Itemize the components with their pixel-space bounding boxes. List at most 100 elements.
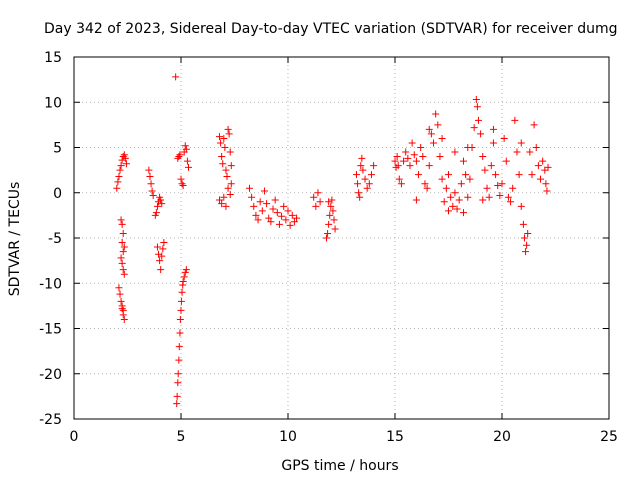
data-point [330,216,338,224]
data-point [245,184,253,192]
data-point [515,171,523,179]
data-point [522,248,530,256]
data-point [221,144,229,151]
y-tick-label: -10 [39,276,62,292]
data-point [400,157,408,165]
data-point [365,180,373,188]
data-point [248,193,256,201]
data-point [327,202,335,210]
data-point [174,370,182,378]
x-axis-label: GPS time / hours [281,458,398,474]
y-tick-label: 15 [44,50,62,66]
data-point [225,130,233,138]
data-point [173,400,181,408]
data-point [273,209,281,217]
data-point [328,196,336,204]
data-point [524,229,532,237]
data-point [146,172,154,180]
y-tick-label: 10 [44,95,62,111]
data-point [419,153,427,161]
data-point [425,162,433,170]
data-point [173,392,181,400]
data-point [250,202,258,210]
data-point [544,163,552,171]
data-point [517,202,525,210]
data-point [402,148,410,156]
data-point [358,154,366,162]
data-point [462,171,470,179]
data-point [325,198,333,206]
data-point [509,184,517,192]
y-axis-label: SDTVAR / TECUs [7,182,23,297]
data-point [227,162,235,170]
data-point [361,175,369,183]
data-point [148,187,156,195]
data-point [175,343,183,351]
y-tick-label: 0 [53,186,62,202]
data-point [421,180,429,188]
data-point [115,172,123,180]
data-point [329,207,337,215]
data-point [356,193,364,201]
data-point [523,241,531,249]
data-point [363,184,371,192]
data-point [177,175,185,183]
data-point [219,160,227,168]
data-point [449,202,457,210]
data-point [507,198,515,206]
data-point [282,216,290,224]
data-point [492,171,500,179]
data-point [290,218,298,226]
data-point [412,157,420,165]
data-point [412,196,420,204]
data-point [477,130,485,138]
data-point [254,216,262,224]
data-point [114,178,122,186]
data-point [325,220,333,228]
data-point [459,209,467,217]
data-point [543,187,551,195]
data-point [455,196,463,204]
data-point [153,202,161,210]
data-point [293,214,301,222]
data-point [180,273,188,281]
data-point [278,212,286,220]
data-point [395,175,403,183]
data-point [115,284,123,292]
data-point [176,329,184,337]
data-point [447,193,455,201]
data-point [220,193,228,201]
data-point [464,144,472,151]
grid [74,57,609,419]
data-point [511,116,519,124]
data-point [224,184,232,192]
y-tick-label: -15 [39,322,62,338]
data-point [415,171,423,179]
y-tick-label: -20 [39,367,62,383]
data-point [226,191,234,199]
data-point [157,266,165,274]
data-point [179,277,187,285]
data-point [539,157,547,165]
data-point [119,229,127,237]
data-point [153,243,161,251]
data-point [224,125,232,133]
data-point [288,211,296,219]
data-point [120,315,128,323]
data-point [258,207,266,215]
data-point [534,162,542,170]
data-point [178,180,186,188]
data-point [504,193,512,201]
data-point [331,225,339,233]
data-point [494,182,502,190]
data-point [528,171,536,179]
data-point [485,193,493,201]
data-point [517,139,525,147]
data-point [217,139,225,147]
data-point [391,157,399,165]
data-point [438,175,446,183]
data-point [489,139,497,147]
y-tick-labels: -25 -20 -15 -10 -5 0 5 10 15 [39,50,62,428]
data-point [158,200,166,208]
